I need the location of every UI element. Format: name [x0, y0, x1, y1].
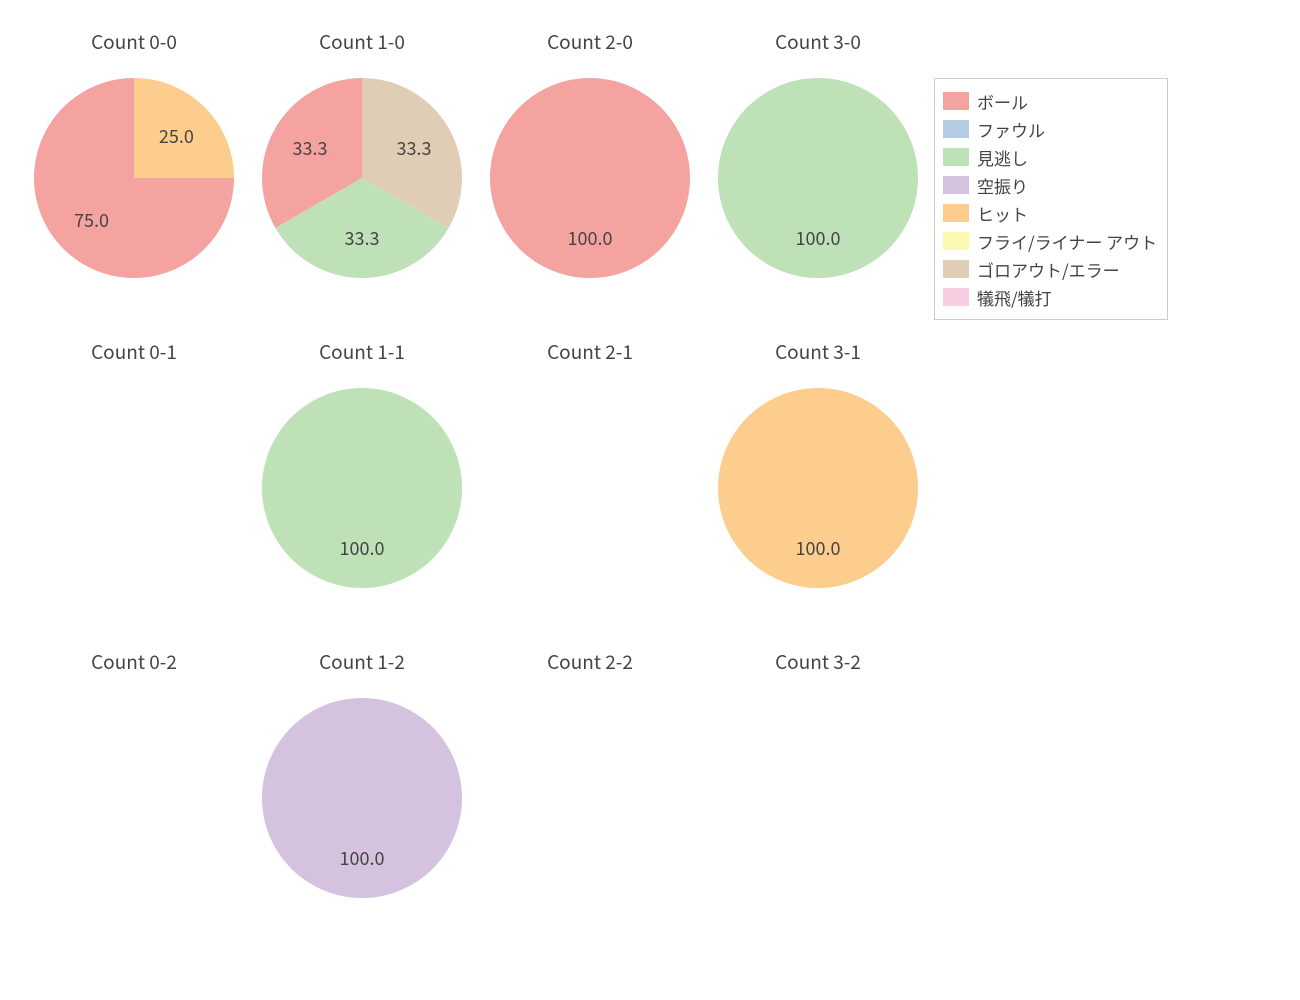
- chart-title: Count 1-1: [248, 338, 476, 365]
- pie-slice-hit: [134, 78, 234, 178]
- legend-item: ゴロアウト/エラー: [943, 255, 1157, 283]
- chart-title: Count 3-2: [704, 648, 932, 675]
- pie-slice-ball: [490, 78, 690, 278]
- chart-title: Count 0-2: [20, 648, 248, 675]
- chart-title: Count 2-1: [476, 338, 704, 365]
- grid-cell-0-1: Count 1-0 33.333.333.3: [248, 8, 476, 318]
- legend-label: ボール: [977, 89, 1028, 114]
- chart-stage: Count 0-075.025.0Count 1-033.333.333.3Co…: [0, 0, 1300, 1000]
- pie-chart: 33.333.333.3: [262, 78, 462, 278]
- legend-item: ヒット: [943, 199, 1157, 227]
- legend-swatch: [943, 148, 969, 166]
- grid-cell-2-3: Count 3-2: [704, 628, 932, 938]
- grid-cell-2-2: Count 2-2: [476, 628, 704, 938]
- legend-label: フライ/ライナー アウト: [977, 229, 1157, 254]
- pie-slice-looking: [262, 388, 462, 588]
- legend-label: 見逃し: [977, 145, 1028, 170]
- chart-title: Count 3-1: [704, 338, 932, 365]
- grid-cell-0-2: Count 2-0 100.0: [476, 8, 704, 318]
- pie-slice-swinging: [262, 698, 462, 898]
- legend-swatch: [943, 260, 969, 278]
- legend-item: ファウル: [943, 115, 1157, 143]
- pie-chart: 100.0: [718, 388, 918, 588]
- legend-swatch: [943, 92, 969, 110]
- grid-cell-1-3: Count 3-1 100.0: [704, 318, 932, 628]
- legend-swatch: [943, 288, 969, 306]
- legend-swatch: [943, 176, 969, 194]
- pie-chart: 100.0: [262, 698, 462, 898]
- legend-item: フライ/ライナー アウト: [943, 227, 1157, 255]
- pie-chart: 100.0: [718, 78, 918, 278]
- legend-swatch: [943, 120, 969, 138]
- legend-label: ヒット: [977, 201, 1028, 226]
- grid-cell-1-2: Count 2-1: [476, 318, 704, 628]
- chart-title: Count 1-2: [248, 648, 476, 675]
- legend-item: 空振り: [943, 171, 1157, 199]
- legend-item: 犠飛/犠打: [943, 283, 1157, 311]
- grid-cell-2-0: Count 0-2: [20, 628, 248, 938]
- grid-cell-0-3: Count 3-0 100.0: [704, 8, 932, 318]
- chart-title: Count 3-0: [704, 28, 932, 55]
- pie-chart: 100.0: [490, 78, 690, 278]
- legend-item: ボール: [943, 87, 1157, 115]
- pie-slice-looking: [718, 78, 918, 278]
- legend: ボールファウル見逃し空振りヒットフライ/ライナー アウトゴロアウト/エラー犠飛/…: [934, 78, 1168, 320]
- legend-label: 空振り: [977, 173, 1028, 198]
- pie-chart: 75.025.0: [34, 78, 234, 278]
- legend-item: 見逃し: [943, 143, 1157, 171]
- grid-cell-1-0: Count 0-1: [20, 318, 248, 628]
- pie-slice-hit: [718, 388, 918, 588]
- legend-swatch: [943, 232, 969, 250]
- grid-cell-0-0: Count 0-0 75.025.0: [20, 8, 248, 318]
- chart-title: Count 0-1: [20, 338, 248, 365]
- grid-cell-1-1: Count 1-1 100.0: [248, 318, 476, 628]
- legend-label: ファウル: [977, 117, 1045, 142]
- chart-title: Count 0-0: [20, 28, 248, 55]
- chart-title: Count 1-0: [248, 28, 476, 55]
- pie-chart: 100.0: [262, 388, 462, 588]
- chart-title: Count 2-2: [476, 648, 704, 675]
- legend-label: ゴロアウト/エラー: [977, 257, 1120, 282]
- legend-swatch: [943, 204, 969, 222]
- legend-label: 犠飛/犠打: [977, 285, 1052, 310]
- grid-cell-2-1: Count 1-2 100.0: [248, 628, 476, 938]
- chart-title: Count 2-0: [476, 28, 704, 55]
